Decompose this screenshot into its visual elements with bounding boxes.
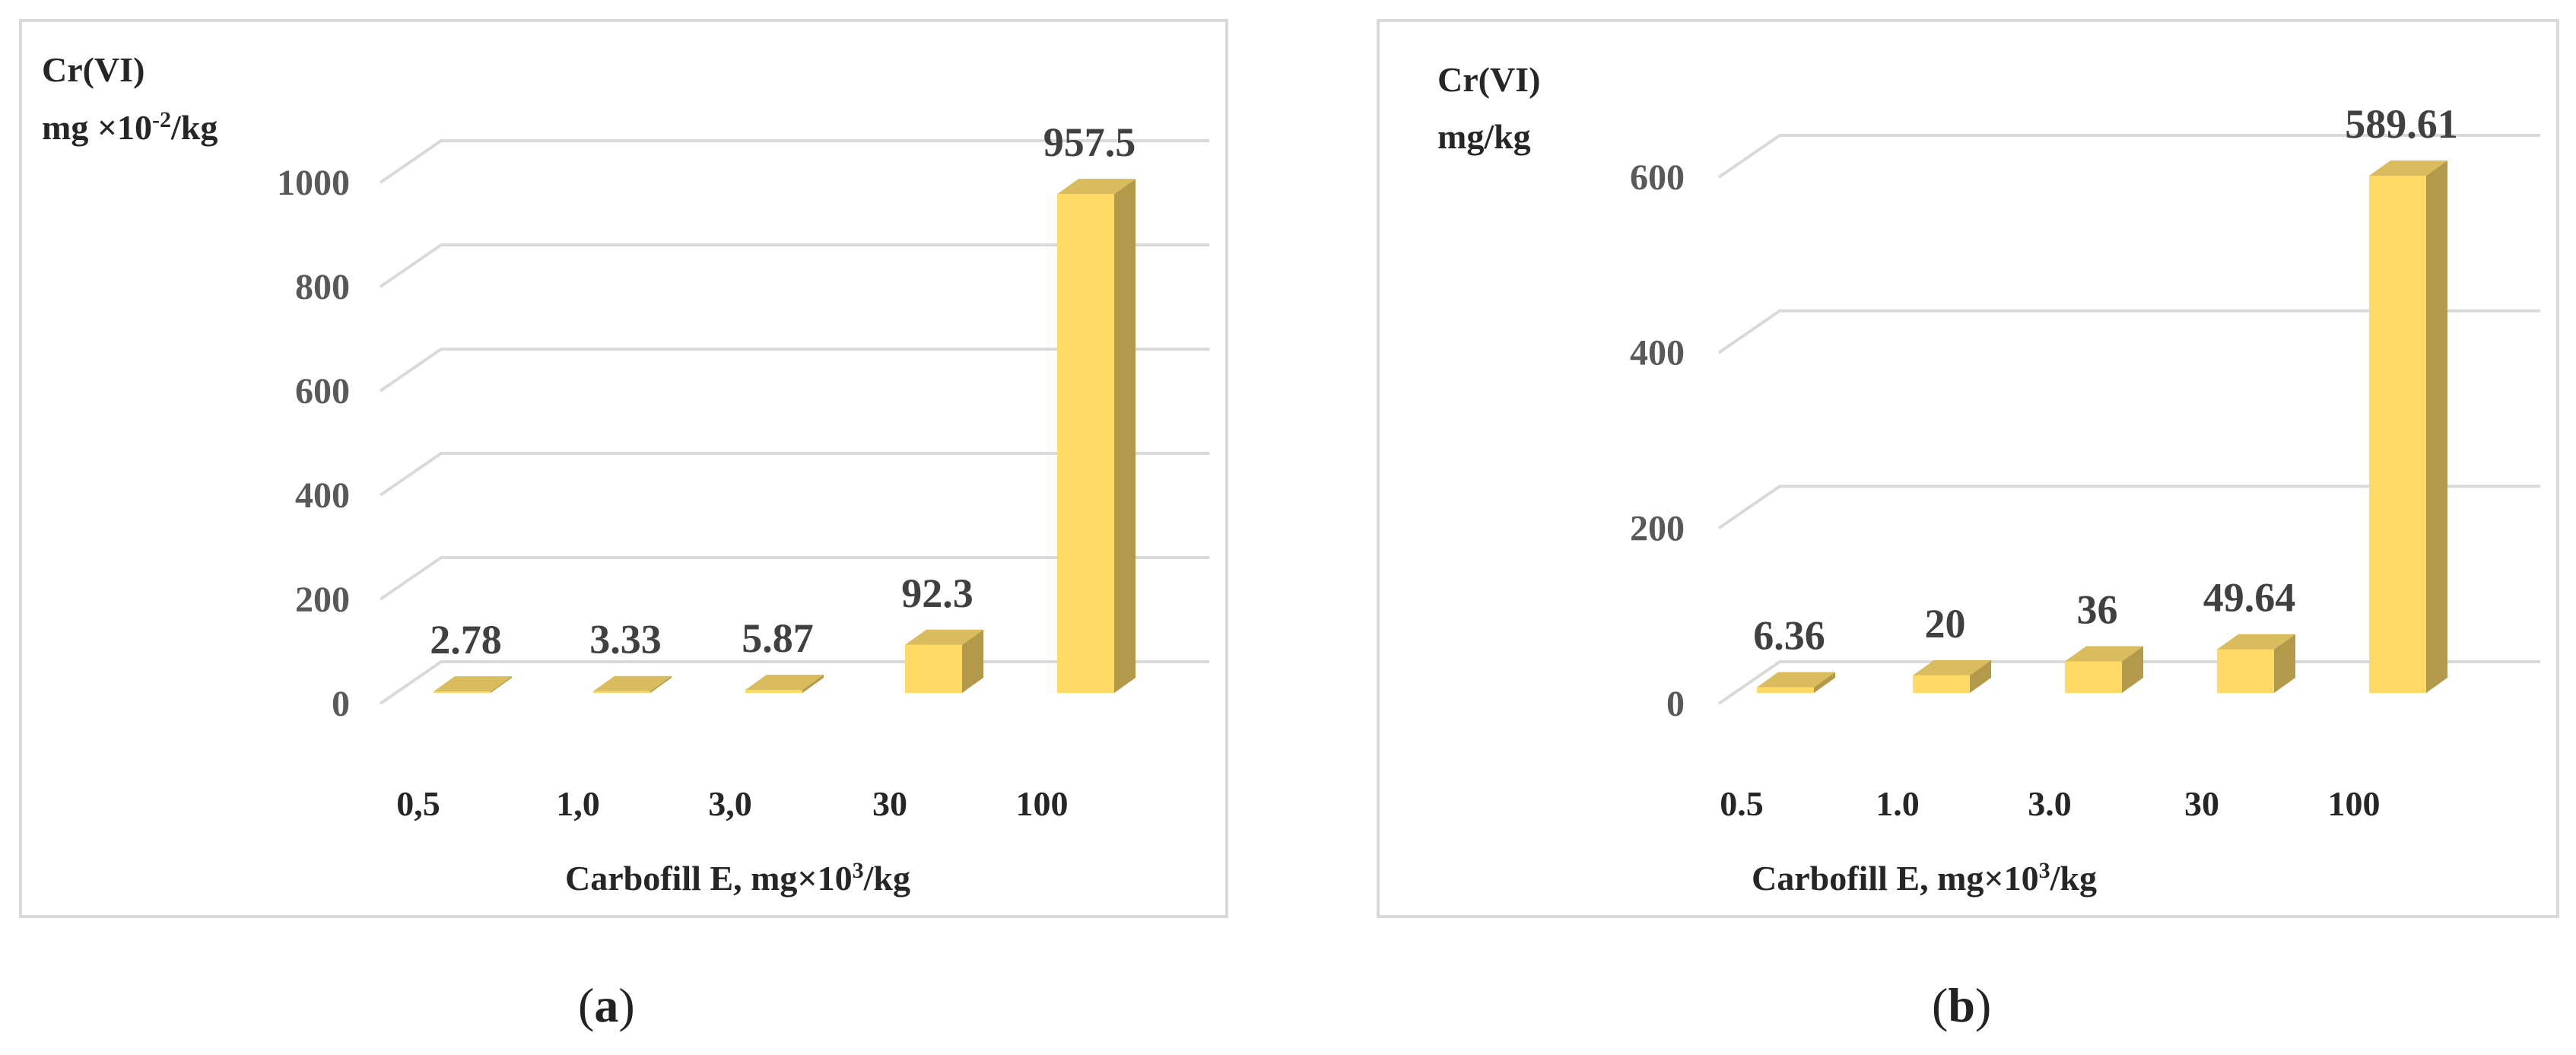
chart-a-category-label: 100 (1016, 784, 1069, 823)
chart-b-data-label: 20 (1925, 601, 1966, 647)
caption-b: (b) (1932, 978, 1992, 1032)
chart-a-bar-top (593, 675, 672, 691)
chart-a-border (19, 19, 1228, 918)
chart-panel-a: Cr(VI) mg ×10-2/kg 0 200 400 600 800 1000 2.78… (19, 19, 1228, 918)
chart-b-data-label: 36 (2077, 586, 2118, 632)
chart-a-ytick-label: 600 (295, 371, 350, 412)
caption-a: (a) (578, 978, 635, 1032)
chart-a-bar-side (802, 674, 824, 693)
chart-a-category-label: 3,0 (708, 784, 752, 823)
chart-b-border (1377, 19, 2559, 918)
chart-a-category-label: 1,0 (556, 784, 600, 823)
chart-b-bar-top (2217, 634, 2295, 650)
caption-b-letter: b (1948, 978, 1975, 1032)
chart-b-bar (2369, 160, 2447, 693)
chart-b-bar-side (2274, 634, 2295, 693)
chart-a-bar (905, 629, 983, 693)
chart-a-data-label: 5.87 (742, 615, 814, 661)
chart-a-category-label: 30 (872, 784, 907, 823)
chart-b-xlabel: Carbofill E, mg×103/kg (1752, 858, 2097, 898)
chart-a-gridline (379, 452, 1209, 497)
chart-b-ytick-label: 600 (1630, 157, 1685, 198)
chart-a-ytick-label: 1000 (277, 163, 350, 203)
chart-a-gridline (379, 243, 1209, 288)
chart-a-svg: Cr(VI) mg ×10-2/kg 0 200 400 600 800 1000 2.78… (19, 19, 1228, 918)
chart-a-bar-side (650, 675, 672, 693)
chart-a-gridline (379, 348, 1209, 392)
chart-b-bar-side (1814, 672, 1835, 693)
chart-b-bar-front (1913, 675, 1970, 693)
chart-b-ylabel-line2: mg/kg (1437, 117, 1531, 156)
chart-a-bar-front (1057, 194, 1114, 694)
chart-a-bar-top (745, 674, 824, 690)
chart-a-bar-top (905, 629, 983, 645)
chart-b-bar-front (2217, 649, 2274, 693)
chart-b-category-label: 3.0 (2028, 784, 2072, 823)
chart-b-category-label: 30 (2184, 784, 2219, 823)
chart-a-ytick-label: 200 (295, 580, 350, 620)
chart-b-bar-top (2369, 160, 2447, 176)
chart-a-bar (1057, 179, 1136, 694)
chart-a-ytick-label: 400 (295, 475, 350, 516)
chart-b-bar-top (2065, 646, 2143, 662)
chart-b-ylabel-line1: Cr(VI) (1437, 60, 1540, 99)
chart-a-bar-front (434, 691, 491, 693)
chart-a-ytick-label: 800 (295, 267, 350, 307)
chart-a-bar-front (593, 691, 650, 693)
chart-a-data-label: 2.78 (430, 617, 502, 663)
chart-b-bar-side (2426, 160, 2447, 693)
chart-a-bar-side (1114, 179, 1136, 694)
chart-b-bar-front (2065, 661, 2122, 693)
chart-b-gridline (1717, 134, 2540, 179)
chart-b-bar-side (2122, 646, 2143, 693)
chart-b-category-label: 100 (2328, 784, 2381, 823)
chart-a-data-label: 957.5 (1043, 119, 1136, 165)
chart-b-ytick-label: 200 (1630, 508, 1685, 548)
chart-a-data-label: 3.33 (589, 617, 662, 663)
chart-a-bar-front (745, 689, 802, 693)
chart-b-bar-front (1757, 687, 1814, 693)
chart-b-gridline (1717, 309, 2540, 354)
chart-a-xlabel: Carbofill E, mg×103/kg (565, 858, 910, 898)
chart-a-bar (593, 675, 672, 693)
chart-b-bar-top (1757, 672, 1835, 688)
chart-b-data-label: 6.36 (1753, 613, 1825, 659)
chart-b-bar (1757, 672, 1835, 693)
chart-a-ylabel-line1: Cr(VI) (42, 50, 145, 89)
chart-b-bar (2065, 646, 2143, 693)
caption-a-letter: a (594, 978, 619, 1032)
chart-a-bar-top (1057, 179, 1136, 195)
chart-b-bar (1913, 659, 1991, 693)
chart-a-bar-side (491, 676, 512, 693)
chart-b-bar (2217, 634, 2295, 693)
chart-a-ylabel-line2: mg ×10-2/kg (42, 107, 218, 147)
chart-b-category-label: 1.0 (1876, 784, 1920, 823)
chart-a-gridline (379, 139, 1209, 184)
chart-b-bar-side (1970, 659, 1991, 693)
chart-a-ytick-label: 0 (332, 684, 350, 724)
chart-a-data-label: 92.3 (901, 570, 974, 616)
chart-b-bar-front (2369, 175, 2426, 693)
chart-b-data-label: 49.64 (2203, 575, 2296, 621)
chart-a-bar (434, 676, 512, 693)
chart-a-bar-top (434, 676, 512, 692)
chart-b-category-label: 0.5 (1720, 784, 1764, 823)
chart-a-bar-front (905, 644, 962, 693)
chart-a-bar-side (962, 629, 983, 693)
chart-b-data-label: 589.61 (2345, 101, 2458, 147)
chart-panel-b: Cr(VI) mg/kg 0 200 400 600 6.36 0.5 20 1.0 36 3.0… (1377, 19, 2559, 918)
chart-b-svg: Cr(VI) mg/kg 0 200 400 600 6.36 0.5 20 1.0 36 3.0… (1377, 19, 2559, 918)
chart-a-bar (745, 674, 824, 693)
chart-b-bar-top (1913, 659, 1991, 675)
chart-a-gridline (379, 556, 1209, 601)
chart-b-ytick-label: 0 (1666, 684, 1685, 724)
chart-a-category-label: 0,5 (396, 784, 440, 823)
chart-b-gridline (1717, 485, 2540, 529)
chart-b-ytick-label: 400 (1630, 333, 1685, 373)
